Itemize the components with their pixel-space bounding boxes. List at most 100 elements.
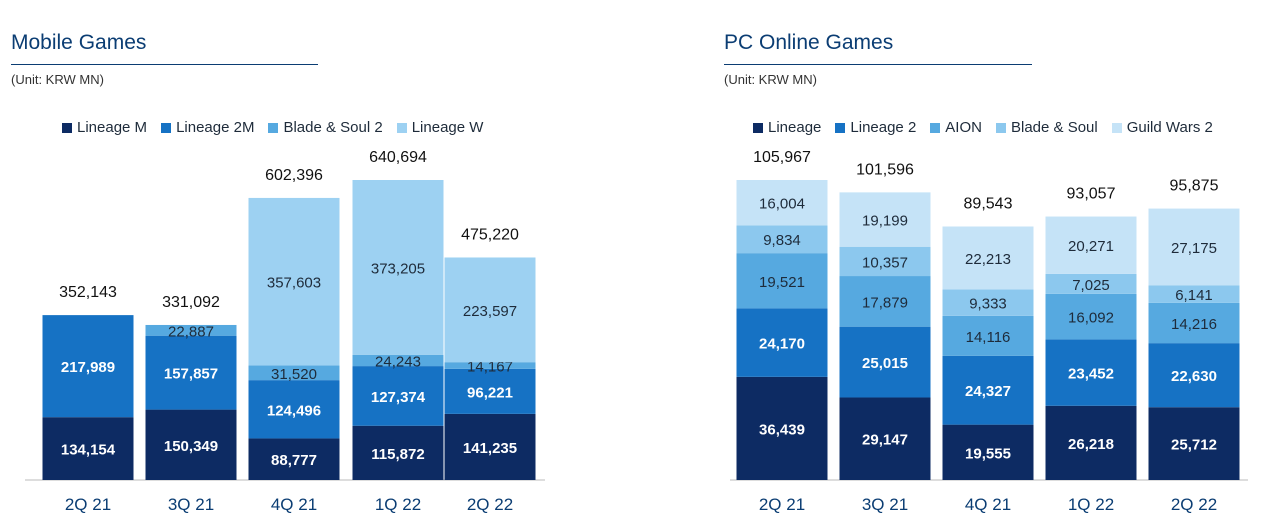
legend-item-lineage-m: Lineage M [62,119,147,136]
legend-item-lineage-2m: Lineage 2M [161,119,254,136]
pc-category-label: 4Q 21 [965,495,1011,514]
pc-online-games-unit: (Unit: KRW MN) [724,72,817,87]
pc-value-label: 19,521 [759,274,805,291]
mobile-bar-lineage-2m-2q-21 [42,315,134,418]
pc-value-label: 20,271 [1068,238,1114,255]
pc-value-label: 26,218 [1068,436,1114,453]
pc-bar-guild-wars-2-2q-21 [736,179,828,226]
pc-bar-lineage-2q-22 [1148,407,1240,480]
legend-label: Guild Wars 2 [1126,119,1213,136]
mobile-bar-lineage-2m-1q-22 [352,366,444,426]
legend-label: Lineage 2 [850,119,917,136]
mobile-games-title-rule [11,64,318,65]
legend-label: Lineage 2M [176,119,255,136]
mobile-total-label: 352,143 [59,284,117,301]
mobile-value-label: 134,154 [61,442,116,459]
pc-bar-lineage-2q-21 [736,376,828,480]
mobile-bar-lineage-2m-2q-22 [444,368,536,414]
legend-item-lineage-2: Lineage 2 [835,119,916,136]
pc-bar-aion-1q-22 [1045,293,1137,340]
legend-swatch [268,122,279,133]
mobile-bar-lineage-w-1q-22 [352,180,444,355]
pc-bar-blade-and-soul-1q-22 [1045,273,1137,294]
pc-online-games-chart: 36,439 24,170 19,521 9,834 16,004 105,967 2Q 2… [730,149,1248,514]
pc-bar-lineage-4q-21 [942,424,1034,480]
pc-value-label: 19,199 [862,213,908,230]
legend-item-guild-wars-2: Guild Wars 2 [1111,119,1213,136]
legend-swatch [1111,122,1122,133]
legend-swatch [930,122,941,133]
legend-item-aion: AION [930,119,982,136]
pc-bar-guild-wars-2-3q-21 [839,192,931,247]
pc-bar-aion-2q-22 [1148,302,1240,344]
pc-bar-lineage-2-2q-21 [736,308,828,377]
mobile-category-label: 3Q 21 [168,495,214,514]
pc-bar-guild-wars-2-1q-22 [1045,216,1137,274]
pc-bar-blade-and-soul-3q-21 [839,246,931,277]
mobile-games-chart: 134,154 217,989 352,143 2Q 21 150,349 157,857… [25,149,545,514]
pc-value-label: 36,439 [759,421,805,438]
pc-value-label: 25,712 [1171,437,1217,454]
mobile-category-label: 1Q 22 [375,495,421,514]
mobile-bar-lineage-m-2q-21 [42,417,134,480]
pc-value-label: 29,147 [862,432,908,449]
mobile-value-label: 141,235 [463,440,517,457]
pc-category-label: 3Q 21 [862,495,908,514]
mobile-value-label: 24,243 [375,353,421,370]
mobile-bar-lineage-m-4q-21 [248,438,340,480]
mobile-value-label: 115,872 [371,446,424,463]
legend-label: Blade & Soul 2 [283,119,383,136]
legend-item-blade-and-soul: Blade & Soul [995,119,1098,136]
pc-value-label: 23,452 [1068,366,1114,383]
pc-bar-lineage-2-1q-22 [1045,339,1137,406]
mobile-bar-blade-and-soul-2-2q-22 [444,362,536,369]
pc-online-games-title: PC Online Games [724,31,894,54]
mobile-value-label: 157,857 [164,366,218,383]
mobile-value-label: 127,374 [371,389,426,406]
legend-label: Lineage W [411,119,484,136]
mobile-category-label: 2Q 21 [65,495,111,514]
pc-value-label: 14,216 [1171,316,1217,333]
pc-value-label: 7,025 [1072,277,1110,294]
mobile-value-label: 14,167 [467,358,513,375]
pc-online-games-panel: PC Online Games (Unit: KRW MN) Lineage Li… [620,0,1268,529]
mobile-bar-lineage-w-2q-22 [444,257,536,363]
pc-total-label: 105,967 [753,149,811,166]
mobile-bar-lineage-2m-4q-21 [248,380,340,439]
mobile-games-panel: Mobile Games (Unit: KRW MN) Lineage M Lin… [0,0,620,529]
mobile-value-label: 357,603 [267,275,321,292]
pc-bar-lineage-2-2q-22 [1148,343,1240,408]
pc-bar-aion-2q-21 [736,253,828,309]
pc-category-label: 2Q 22 [1171,495,1217,514]
pc-total-label: 93,057 [1067,186,1116,203]
pc-value-label: 25,015 [862,355,908,372]
pc-value-label: 6,141 [1175,287,1213,304]
mobile-category-label: 4Q 21 [271,495,317,514]
pc-value-label: 22,630 [1171,368,1217,385]
mobile-value-label: 150,349 [164,438,218,455]
pc-value-label: 16,092 [1068,310,1114,327]
pc-online-games-legend: Lineage Lineage 2 AION Blade & Soul Guild Wa… [753,119,1227,136]
mobile-games-legend: Lineage M Lineage 2M Blade & Soul 2 Lineage… [62,119,497,136]
mobile-bar-lineage-m-1q-22 [352,425,444,480]
mobile-games-title: Mobile Games [11,31,147,54]
mobile-bar-lineage-2m-3q-21 [145,335,237,410]
mobile-bar-blade-and-soul-2-3q-21 [145,324,237,336]
pc-bar-guild-wars-2-2q-22 [1148,208,1240,286]
pc-bar-blade-and-soul-2q-21 [736,225,828,254]
pc-value-label: 10,357 [862,254,908,271]
pc-value-label: 9,834 [763,232,801,249]
pc-bar-blade-and-soul-4q-21 [942,289,1034,316]
legend-item-blade-and-soul-2: Blade & Soul 2 [268,119,383,136]
legend-item-lineage: Lineage [753,119,821,136]
pc-total-label: 89,543 [964,195,1013,212]
mobile-total-label: 640,694 [369,149,427,166]
pc-bar-lineage-1q-22 [1045,405,1137,480]
legend-swatch [753,122,763,133]
mobile-value-label: 373,205 [371,260,425,277]
mobile-value-label: 88,777 [271,452,317,469]
mobile-bar-lineage-w-4q-21 [248,197,340,366]
pc-bar-lineage-3q-21 [839,397,931,480]
pc-bar-blade-and-soul-2q-22 [1148,285,1240,303]
pc-bar-aion-4q-21 [942,315,1034,356]
